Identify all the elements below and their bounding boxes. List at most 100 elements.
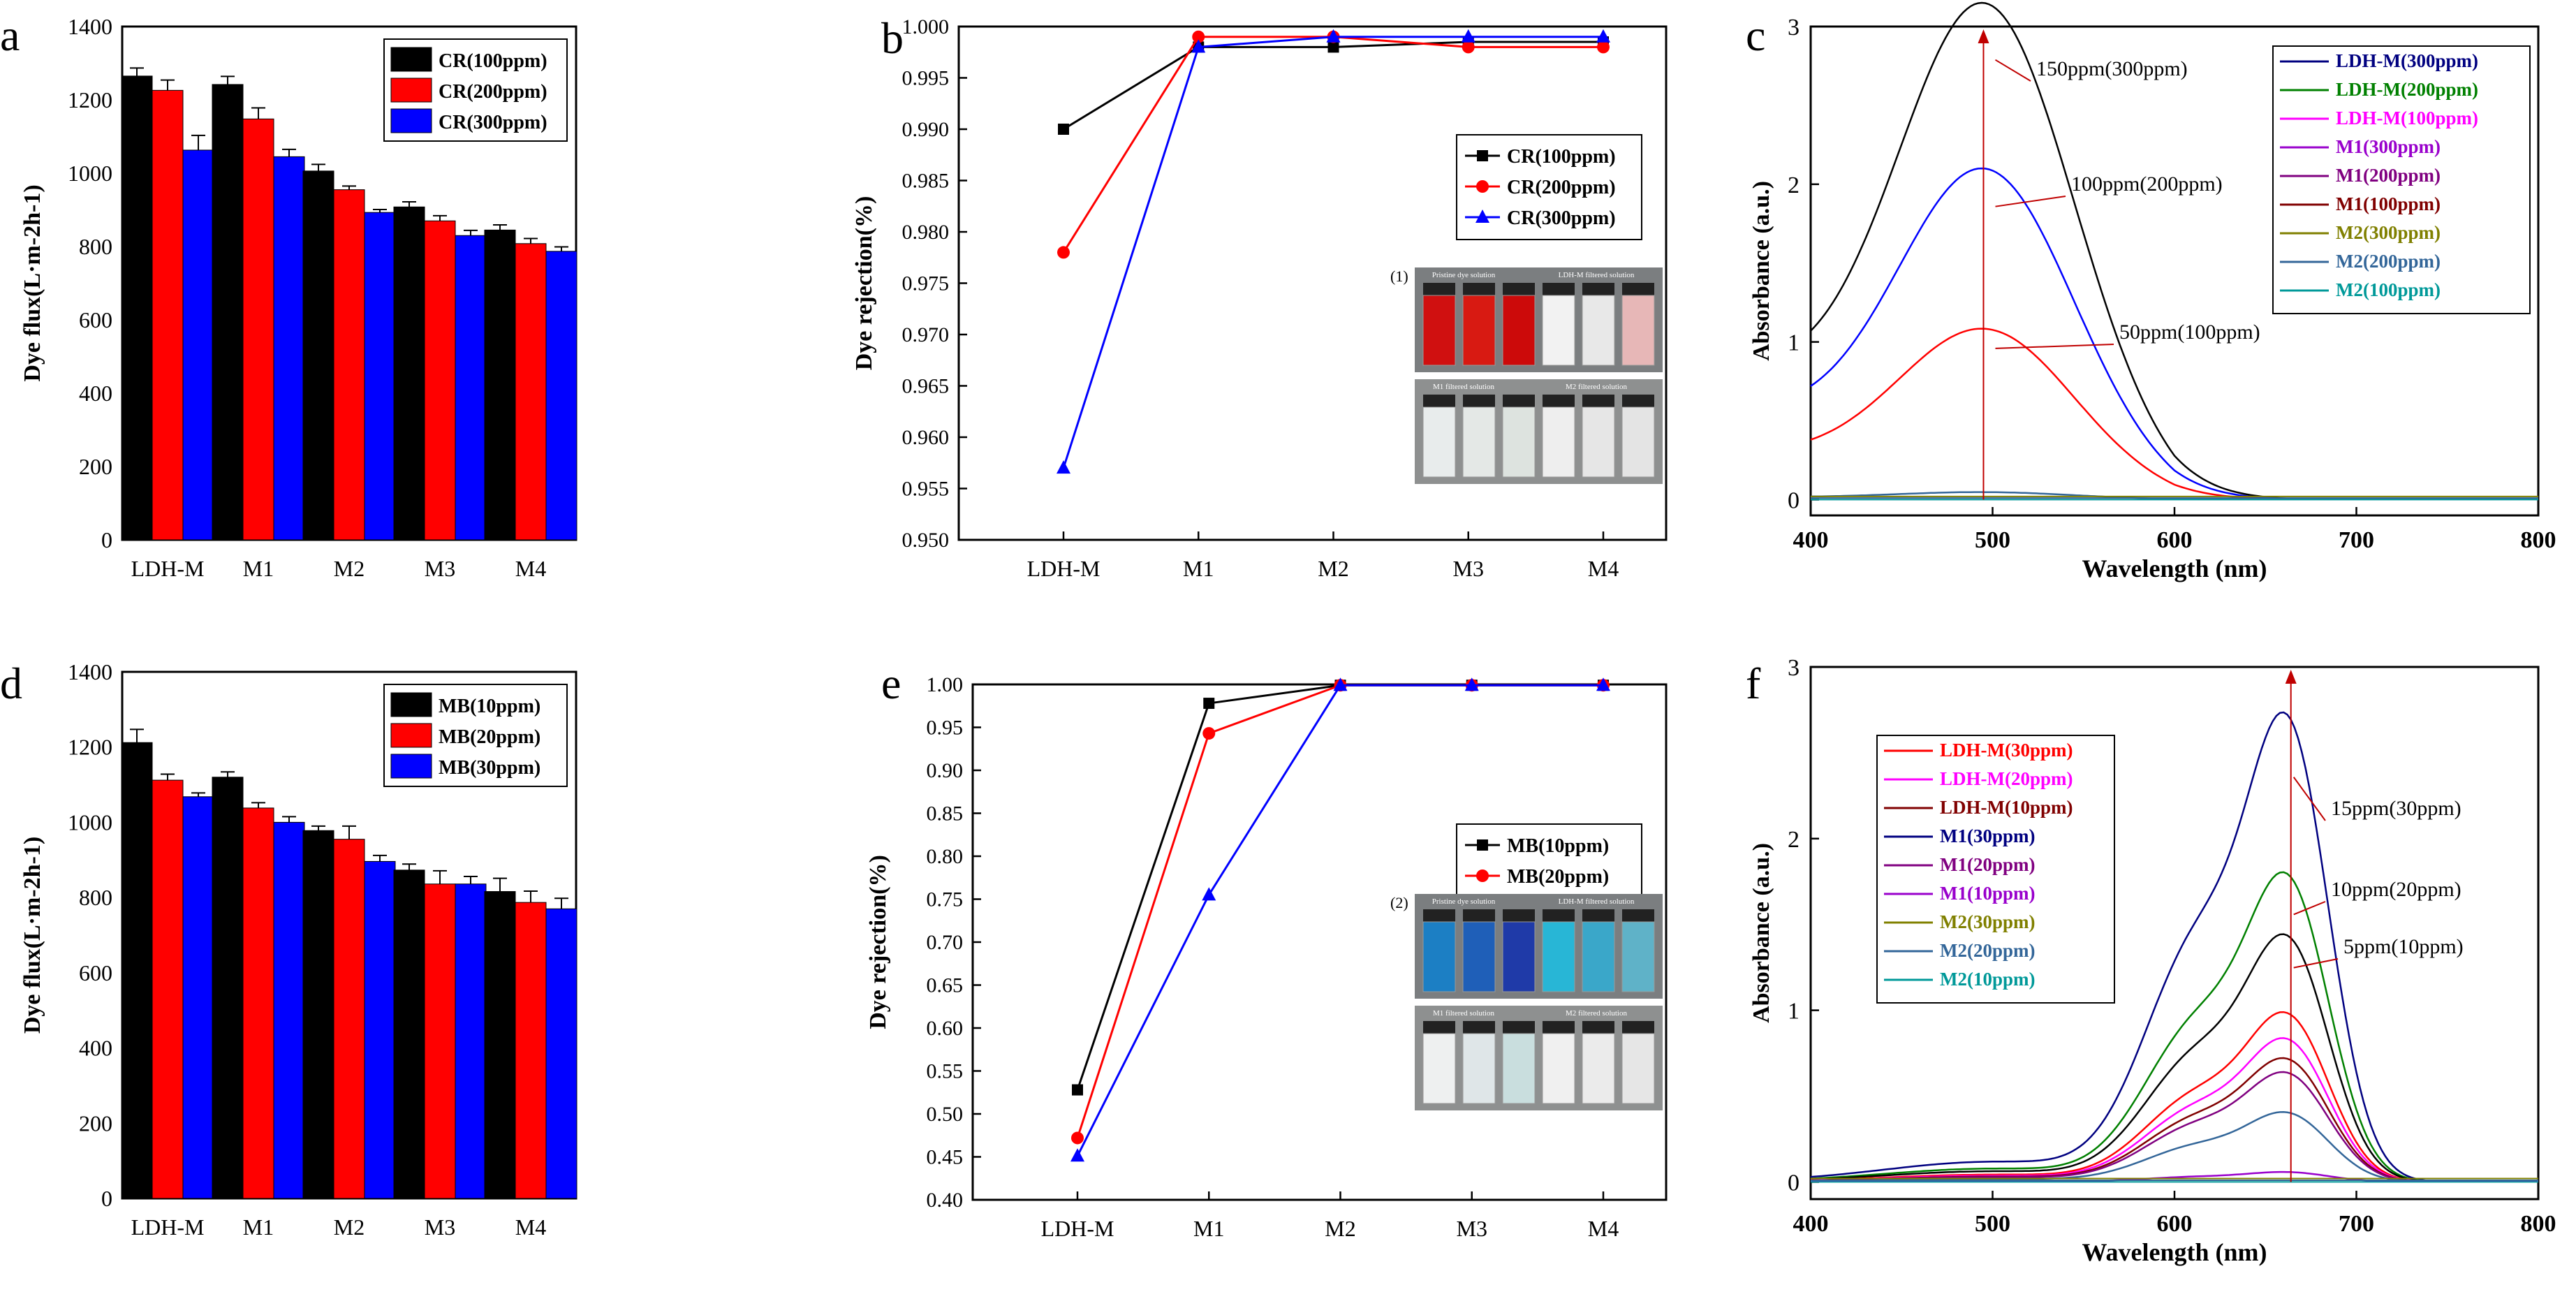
y-axis-label: Absorbance (a.u.) <box>1749 843 1774 1023</box>
vial-cap <box>1622 909 1654 922</box>
bar <box>212 777 244 1199</box>
marker-triangle <box>1475 210 1489 223</box>
y-tick-label: 1400 <box>68 14 112 39</box>
bar <box>393 869 425 1199</box>
marker-triangle <box>1070 1148 1084 1162</box>
x-tick-label: 600 <box>2157 1211 2193 1237</box>
y-tick-label: 0.55 <box>927 1060 964 1083</box>
x-tick-label: M1 <box>1193 1216 1224 1241</box>
spectrum-curve <box>1810 491 2538 500</box>
marker-triangle <box>1464 677 1479 691</box>
y-tick-label: 0.65 <box>927 974 964 997</box>
bar <box>484 891 516 1199</box>
inset-photo <box>1415 267 1663 372</box>
vial-cap <box>1582 909 1614 922</box>
legend-label: CR(100ppm) <box>1507 146 1616 168</box>
x-tick-label: M3 <box>425 556 455 581</box>
vial <box>1422 406 1456 478</box>
bar <box>302 830 334 1199</box>
vial-cap <box>1463 1021 1495 1034</box>
y-tick-label: 1400 <box>68 659 112 684</box>
annotation-arrow <box>2292 777 2326 821</box>
y-tick-label: 0.975 <box>902 272 950 295</box>
y-tick-label: 0.970 <box>902 323 950 346</box>
x-tick-label: M4 <box>1588 556 1619 581</box>
panel-letter: c <box>1746 10 1765 60</box>
y-tick-label: 0.95 <box>927 717 964 740</box>
x-tick-label: LDH-M <box>1027 556 1101 581</box>
marker-circle <box>1476 869 1489 882</box>
y-tick-label: 0.70 <box>927 931 964 954</box>
annotation-arrow <box>1995 196 2066 207</box>
inset-caption: LDH-M filtered solution <box>1559 897 1635 906</box>
legend-label: M1(200ppm) <box>2336 165 2441 186</box>
vial <box>1542 921 1575 992</box>
legend-label: MB(10ppm) <box>1507 835 1609 857</box>
bar <box>393 206 425 541</box>
marker-triangle <box>1461 29 1475 43</box>
bar <box>484 229 516 541</box>
x-tick-label: M2 <box>334 556 365 581</box>
vial <box>1502 921 1536 992</box>
y-axis-label: Absorbance (a.u.) <box>1749 181 1774 361</box>
vial <box>1621 921 1655 992</box>
y-tick-label: 0.965 <box>902 375 950 398</box>
vial-cap <box>1622 1021 1654 1034</box>
vial <box>1502 1033 1536 1104</box>
bar <box>455 235 487 541</box>
bar <box>152 779 184 1199</box>
bar <box>121 75 153 541</box>
marker-triangle <box>1191 39 1206 53</box>
y-tick-label: 1000 <box>68 809 112 835</box>
marker-square <box>1327 41 1339 53</box>
vial-cap <box>1423 283 1455 295</box>
y-tick-label: 0.60 <box>927 1017 964 1040</box>
arrow-head <box>1978 29 1989 43</box>
marker-square <box>1477 150 1488 161</box>
bar <box>364 860 396 1199</box>
vial <box>1542 295 1575 366</box>
bar <box>273 821 305 1199</box>
legend-label: M2(200ppm) <box>2336 251 2441 272</box>
y-tick-label: 1.000 <box>902 15 950 38</box>
marker-triangle <box>1596 677 1610 691</box>
y-tick-label: 800 <box>79 234 112 259</box>
y-tick-label: 0.90 <box>927 759 964 782</box>
legend-swatch <box>390 47 432 72</box>
x-tick-label: M2 <box>1318 556 1348 581</box>
y-tick-label: 0.50 <box>927 1103 964 1126</box>
bar <box>242 118 274 541</box>
marker-circle <box>1071 1131 1084 1145</box>
vial <box>1542 406 1575 478</box>
y-tick-label: 800 <box>79 885 112 910</box>
bar <box>333 189 365 541</box>
annotation-arrow <box>2293 958 2339 969</box>
y-tick-label: 1200 <box>68 735 112 760</box>
annotation-label: 15ppm(30ppm) <box>2331 797 2461 820</box>
vial <box>1502 406 1536 478</box>
y-tick-label: 600 <box>79 960 112 985</box>
x-tick-label: M2 <box>334 1214 365 1240</box>
bar <box>364 212 396 541</box>
vial <box>1422 1033 1456 1104</box>
annotation-arrow <box>2293 901 2326 916</box>
vial-cap <box>1543 283 1575 295</box>
inset-label: (2) <box>1390 894 1408 911</box>
y-tick-label: 1200 <box>68 87 112 112</box>
legend-swatch <box>390 723 432 748</box>
legend-label: LDH-M(100ppm) <box>2336 108 2478 129</box>
bar <box>182 796 214 1199</box>
bar <box>515 243 547 541</box>
y-axis-label: Dye flux(L·m-2h-1) <box>20 837 45 1034</box>
legend-label: CR(200ppm) <box>439 81 547 103</box>
vial-cap <box>1622 395 1654 407</box>
x-tick-label: M4 <box>1588 1216 1619 1241</box>
spectrum-curve <box>1810 1057 2538 1182</box>
vial-cap <box>1503 283 1535 295</box>
series-line <box>1063 41 1603 131</box>
inset-label: (1) <box>1390 267 1408 285</box>
spectrum-curve <box>1810 1037 2538 1182</box>
legend-label: CR(300ppm) <box>439 112 547 133</box>
marker-circle <box>1202 727 1216 740</box>
vial-cap <box>1582 395 1614 407</box>
